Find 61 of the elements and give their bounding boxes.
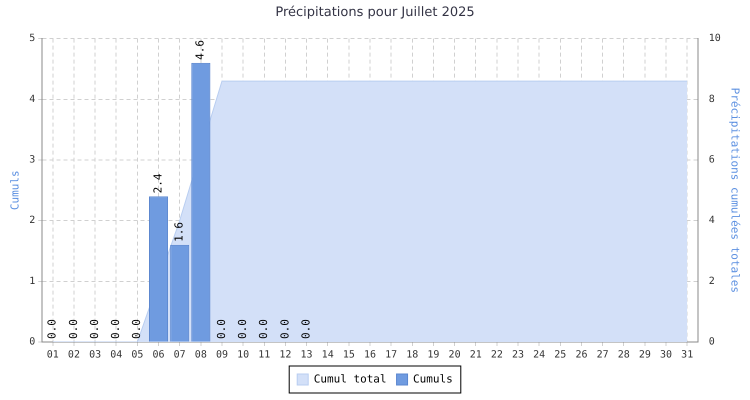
data-label: 0.0 (257, 319, 270, 339)
y-tick-label: 2 (29, 215, 36, 226)
y2-tick-label: 6 (708, 154, 715, 166)
x-tick-label: 28 (618, 350, 630, 361)
y2-tick-label: 4 (708, 215, 715, 226)
data-label: 2.4 (151, 173, 164, 194)
x-tick-label: 05 (131, 350, 144, 361)
x-tick-label: 12 (279, 350, 292, 361)
x-tick-label: 11 (258, 350, 270, 361)
x-tick-label: 25 (554, 350, 566, 361)
data-label: 0.0 (278, 319, 292, 339)
x-tick-label: 23 (512, 350, 524, 361)
data-label: 1.6 (172, 222, 186, 242)
data-label: 0.0 (109, 319, 122, 339)
data-label: 4.6 (194, 40, 207, 60)
y2-tick-label: 0 (708, 336, 715, 348)
x-tick-label: 14 (322, 350, 334, 361)
x-tick-label: 27 (596, 350, 609, 361)
y2-tick-label: 8 (708, 94, 715, 105)
x-tick-label: 13 (300, 350, 313, 361)
x-tick-label: 10 (237, 350, 250, 361)
data-label: 0.0 (236, 319, 249, 339)
x-tick-label: 30 (660, 350, 672, 361)
x-tick-label: 18 (406, 350, 418, 361)
data-label: 0.0 (299, 319, 312, 339)
x-tick-label: 16 (364, 350, 376, 361)
y2-tick-label: 10 (708, 33, 721, 44)
x-tick-label: 19 (427, 350, 440, 361)
x-tick-label: 15 (342, 350, 355, 361)
legend-label: Cumuls (413, 372, 453, 386)
x-tick-label: 07 (174, 350, 186, 361)
x-tick-label: 31 (681, 350, 694, 361)
x-tick-label: 08 (194, 350, 207, 361)
y-tick-label: 4 (29, 94, 36, 105)
x-tick-label: 09 (216, 350, 228, 361)
x-tick-label: 29 (638, 350, 651, 361)
x-tick-label: 03 (89, 350, 102, 361)
x-tick-label: 26 (575, 350, 588, 361)
x-tick-label: 02 (68, 350, 80, 361)
x-tick-label: 06 (152, 350, 165, 361)
x-tick-label: 24 (533, 350, 546, 361)
data-label: 0.0 (66, 319, 80, 339)
y-tick-label: 0 (29, 336, 36, 348)
x-tick-label: 04 (110, 350, 122, 361)
y-tick-label: 5 (29, 33, 36, 44)
y2-tick-label: 2 (708, 276, 715, 287)
x-tick-label: 17 (385, 350, 398, 361)
data-label: 0.0 (130, 319, 144, 339)
y-axis-title: Cumuls (8, 170, 22, 210)
y2-axis-title: Précipitations cumulées totales (728, 88, 742, 293)
data-label: 0.0 (214, 319, 228, 339)
data-label: 0.0 (46, 319, 59, 339)
legend-label: Cumul total (314, 372, 387, 386)
y-tick-label: 3 (29, 154, 36, 166)
y-tick-label: 1 (29, 276, 36, 287)
chart-title: Précipitations pour Juillet 2025 (275, 5, 475, 20)
x-tick-label: 22 (490, 350, 503, 361)
data-label: 0.0 (88, 319, 101, 339)
x-tick-label: 21 (470, 350, 482, 361)
x-tick-label: 20 (448, 350, 461, 361)
x-tick-label: 01 (46, 350, 59, 361)
